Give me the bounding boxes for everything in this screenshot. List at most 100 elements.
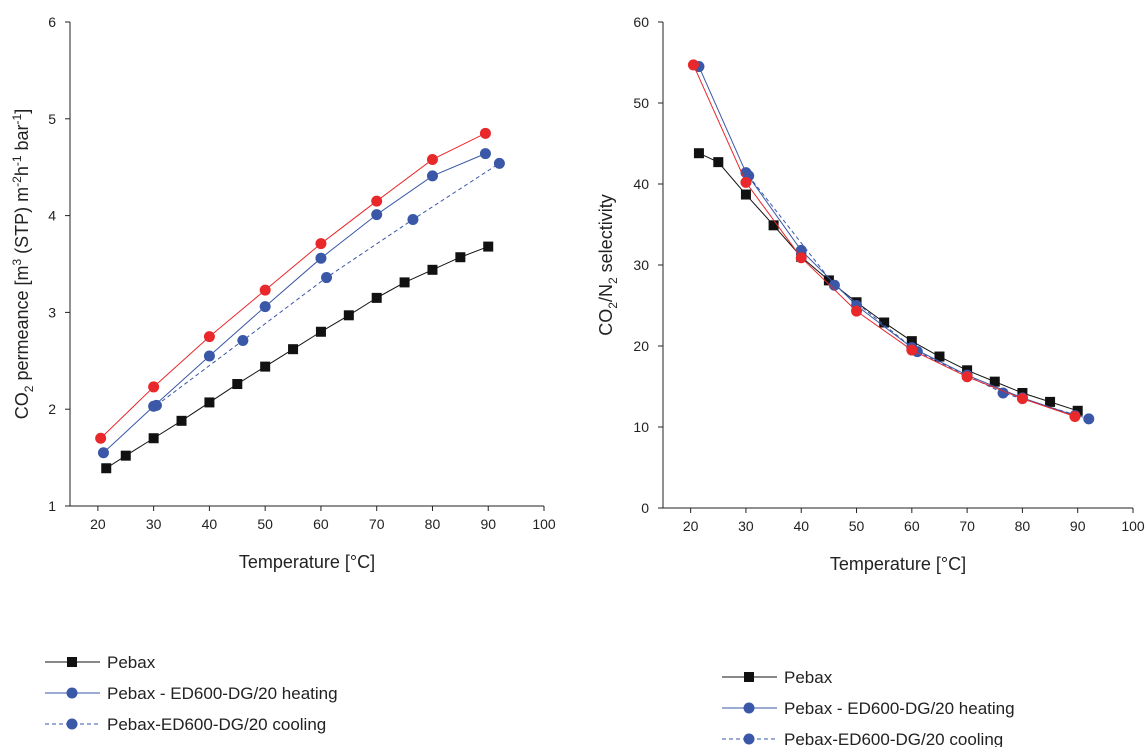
series-line-3: [692, 64, 1076, 417]
series-line-1: [103, 153, 486, 454]
x-tick-label: 80: [425, 516, 441, 532]
series-line-0: [105, 246, 489, 469]
data-point-3: [687, 59, 699, 71]
legend-label-2: Pebax-ED600-DG/20 cooling: [107, 715, 326, 734]
y-tick-label: 30: [633, 257, 649, 273]
data-point-0: [204, 397, 215, 408]
data-point-3: [371, 195, 383, 207]
data-point-0: [989, 376, 1000, 387]
data-point-1: [203, 350, 215, 362]
series-line-2: [748, 175, 1089, 420]
data-point-0: [371, 292, 382, 303]
selectivity-chart: 20 30 40 50 60 70 80 90 100 0 10 20 30 40 50 60 Temperat…: [596, 14, 1145, 574]
legend-marker-0: [67, 657, 77, 667]
data-point-0: [713, 157, 724, 168]
data-point-2: [1083, 413, 1095, 425]
data-point-1: [479, 148, 491, 160]
data-point-0: [148, 433, 159, 444]
data-point-1: [97, 447, 109, 459]
y-axis-title-part: CO: [596, 309, 616, 336]
data-point-0: [823, 275, 834, 286]
series-line-2: [156, 162, 500, 406]
y-tick-label: 1: [48, 498, 56, 514]
y-axis-title-part: selectivity: [596, 194, 616, 277]
y-axis-title-part: permeance [m: [12, 266, 32, 386]
data-point-0: [288, 344, 299, 355]
data-point-0: [879, 317, 890, 328]
x-tick-label: 60: [313, 516, 329, 532]
data-point-0: [455, 252, 466, 263]
y-tick-label: 10: [633, 419, 649, 435]
legend-label-1: Pebax - ED600-DG/20 heating: [107, 684, 338, 703]
data-point-0: [427, 264, 438, 275]
data-point-3: [740, 176, 752, 188]
data-point-2: [493, 157, 505, 169]
data-point-0: [693, 148, 704, 159]
data-point-1: [315, 252, 327, 264]
x-axis-title: Temperature [°C]: [830, 554, 966, 574]
data-point-0: [934, 351, 945, 362]
data-point-3: [148, 381, 160, 393]
x-tick-label: 70: [959, 518, 975, 534]
legend-label-0: Pebax: [107, 653, 156, 672]
x-tick-label: 20: [90, 516, 106, 532]
legend-marker-1: [743, 702, 755, 714]
x-tick-label: 90: [1070, 518, 1086, 534]
data-point-3: [95, 432, 107, 444]
data-point-0: [768, 220, 779, 231]
data-point-0: [399, 277, 410, 288]
data-point-3: [259, 284, 271, 296]
data-point-3: [426, 153, 438, 165]
data-point-0: [176, 415, 187, 426]
y-axis-title-part: 2: [606, 302, 620, 309]
x-tick-label: 30: [146, 516, 162, 532]
y-tick-label: 50: [633, 95, 649, 111]
series-line-3: [100, 132, 486, 439]
data-point-3: [906, 344, 918, 356]
x-tick-label: 90: [480, 516, 496, 532]
x-tick-label: 30: [738, 518, 754, 534]
y-axis-title-part: 2: [22, 385, 36, 392]
y-axis-title-part: -2: [10, 176, 24, 187]
x-axis-title: Temperature [°C]: [239, 552, 375, 572]
data-point-2: [237, 334, 249, 346]
data-point-0: [1072, 405, 1083, 416]
y-axis-title: CO2 permeance [m3 (STP) m-2h-1 bar-1]: [10, 109, 36, 420]
data-point-3: [851, 305, 863, 317]
data-point-3: [961, 371, 973, 383]
y-axis-title-part: h: [12, 166, 32, 176]
x-tick-label: 100: [1121, 518, 1145, 534]
legend-marker-1: [66, 687, 78, 699]
y-axis-title-part: CO: [12, 392, 32, 419]
data-point-0: [120, 450, 131, 461]
legend-marker-0: [744, 672, 754, 682]
legend-label-2: Pebax-ED600-DG/20 cooling: [784, 730, 1003, 747]
data-point-0: [232, 379, 243, 390]
x-tick-label: 60: [904, 518, 920, 534]
y-tick-label: 4: [48, 208, 56, 224]
data-point-0: [343, 310, 354, 321]
data-point-0: [315, 326, 326, 337]
y-tick-label: 5: [48, 111, 56, 127]
y-tick-label: 40: [633, 176, 649, 192]
data-point-0: [1045, 396, 1056, 407]
data-point-2: [150, 399, 162, 411]
data-point-0: [740, 189, 751, 200]
data-point-3: [315, 238, 327, 250]
x-tick-label: 50: [257, 516, 273, 532]
y-tick-label: 20: [633, 338, 649, 354]
data-point-2: [321, 272, 333, 284]
y-axis-title: CO2/N2 selectivity: [596, 194, 620, 335]
x-tick-label: 100: [532, 516, 556, 532]
y-axis-title-part: (STP) m: [12, 187, 32, 259]
data-point-0: [906, 336, 917, 347]
y-tick-label: 0: [641, 500, 649, 516]
x-tick-label: 40: [793, 518, 809, 534]
legend-marker-2: [66, 718, 78, 730]
data-point-1: [259, 301, 271, 313]
y-axis-title-part: 2: [606, 277, 620, 284]
legend-label-1: Pebax - ED600-DG/20 heating: [784, 699, 1015, 718]
series-line-1: [698, 66, 1076, 417]
permeance-legend: Pebax Pebax - ED600-DG/20 heating Pebax-ED…: [45, 653, 338, 747]
